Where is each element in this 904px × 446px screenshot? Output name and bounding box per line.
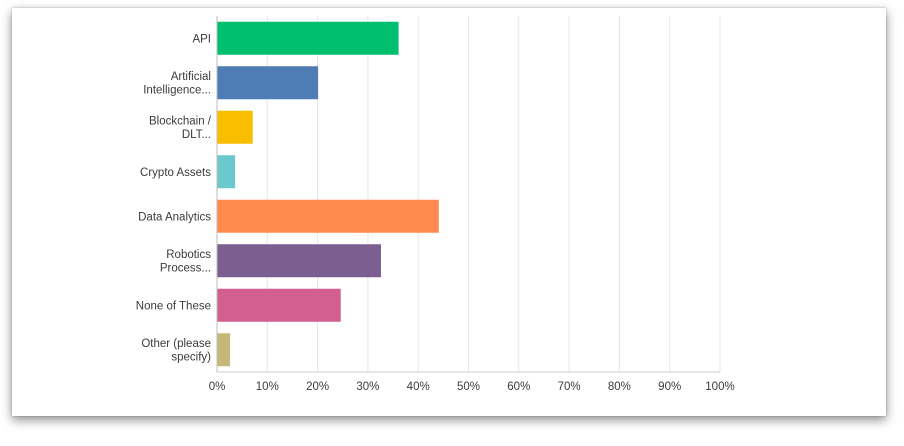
- category-label: Other (please: [141, 338, 211, 350]
- bar: [217, 155, 236, 189]
- bar: [217, 288, 341, 322]
- x-tick-label: 100%: [705, 381, 734, 393]
- x-tick-label: 70%: [558, 381, 581, 393]
- x-tick-label: 0%: [209, 381, 226, 393]
- category-label: Data Analytics: [138, 211, 211, 223]
- bar: [217, 199, 439, 233]
- category-label: Process...: [160, 263, 211, 275]
- bar: [217, 333, 231, 367]
- bar: [217, 244, 381, 278]
- bar: [217, 66, 319, 100]
- category-label: API: [192, 33, 211, 45]
- bar: [217, 21, 399, 55]
- x-tick-label: 90%: [658, 381, 681, 393]
- x-tick-label: 80%: [608, 381, 631, 393]
- category-label: specify): [171, 352, 211, 364]
- category-label: Intelligence...: [143, 85, 211, 97]
- category-label: None of These: [136, 300, 211, 312]
- bar: [217, 110, 253, 144]
- x-tick-label: 40%: [407, 381, 430, 393]
- x-tick-label: 50%: [457, 381, 480, 393]
- category-label: Blockchain /: [149, 116, 212, 128]
- category-label: Artificial: [171, 71, 211, 83]
- x-tick-label: 10%: [256, 381, 279, 393]
- category-label: DLT...: [182, 129, 211, 141]
- category-label: Crypto Assets: [140, 167, 211, 179]
- x-tick-label: 20%: [306, 381, 329, 393]
- x-tick-label: 30%: [356, 381, 379, 393]
- x-tick-label: 60%: [507, 381, 530, 393]
- chart-card: [12, 8, 886, 416]
- category-label: Robotics: [166, 249, 211, 261]
